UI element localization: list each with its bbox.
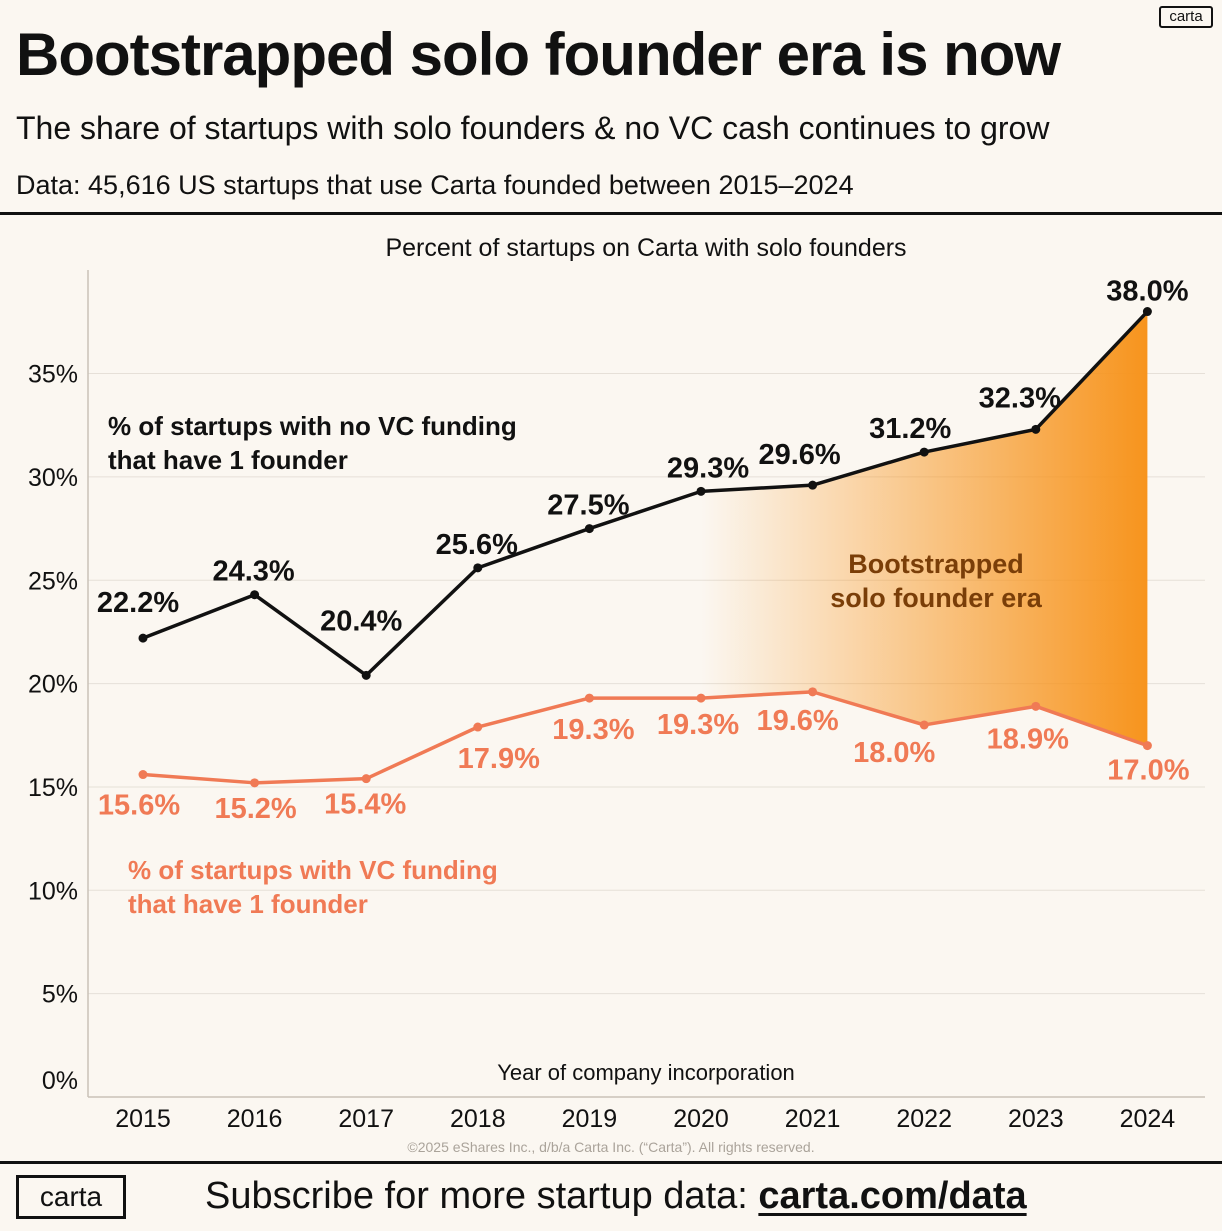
no-vc-series-name: % of startups with no VC funding bbox=[108, 411, 517, 441]
vc-data-label: 15.2% bbox=[214, 793, 296, 825]
vc-data-label: 17.0% bbox=[1107, 755, 1189, 787]
cta-text: Subscribe for more startup data: bbox=[205, 1175, 759, 1217]
no-vc-point bbox=[1031, 424, 1041, 434]
no-vc-data-label: 27.5% bbox=[547, 490, 629, 522]
vc-series-line bbox=[142, 690, 1148, 785]
no-vc-data-label: 38.0% bbox=[1106, 276, 1188, 308]
subscribe-cta: Subscribe for more startup data: carta.c… bbox=[205, 1175, 1027, 1218]
x-tick-label: 2019 bbox=[562, 1105, 618, 1133]
era-annotation: solo founder era bbox=[830, 583, 1043, 613]
no-vc-point bbox=[473, 563, 483, 573]
vc-series-name: that have 1 founder bbox=[128, 889, 368, 919]
vc-point bbox=[1142, 741, 1152, 751]
x-axis-label: Year of company incorporation bbox=[497, 1060, 795, 1085]
x-tick-label: 2017 bbox=[338, 1105, 394, 1133]
y-tick-label: 25% bbox=[28, 567, 78, 595]
copyright-notice: ©2025 eShares Inc., d/b/a Carta Inc. (“C… bbox=[407, 1139, 815, 1155]
vc-point bbox=[138, 770, 148, 780]
vc-data-label: 19.6% bbox=[756, 705, 838, 737]
vc-point bbox=[696, 693, 706, 703]
vc-data-label: 19.3% bbox=[552, 714, 634, 746]
no-vc-data-label: 20.4% bbox=[320, 605, 402, 637]
vc-point bbox=[250, 778, 260, 788]
x-tick-label: 2023 bbox=[1008, 1105, 1064, 1133]
vc-point bbox=[473, 722, 483, 732]
x-tick-label: 2022 bbox=[896, 1105, 952, 1133]
chart-title: Percent of startups on Carta with solo f… bbox=[385, 234, 906, 262]
no-vc-data-label: 24.3% bbox=[212, 556, 294, 588]
vc-data-label: 18.9% bbox=[987, 723, 1069, 755]
no-vc-point bbox=[808, 480, 818, 490]
x-tick-label: 2018 bbox=[450, 1105, 506, 1133]
y-tick-label: 0% bbox=[42, 1067, 78, 1095]
header-divider bbox=[0, 212, 1222, 215]
no-vc-point bbox=[138, 633, 148, 643]
no-vc-series-name: that have 1 founder bbox=[108, 445, 348, 475]
no-vc-series-line bbox=[142, 310, 1149, 678]
vc-series-name: % of startups with VC funding bbox=[128, 855, 498, 885]
no-vc-data-label: 25.6% bbox=[436, 529, 518, 561]
no-vc-data-label: 22.2% bbox=[97, 587, 179, 619]
vc-point bbox=[919, 720, 929, 730]
y-tick-label: 15% bbox=[28, 774, 78, 802]
x-tick-label: 2024 bbox=[1120, 1105, 1176, 1133]
vc-point bbox=[1031, 701, 1041, 711]
y-tick-label: 5% bbox=[42, 981, 78, 1009]
x-tick-label: 2015 bbox=[115, 1105, 171, 1133]
vc-data-label: 18.0% bbox=[853, 737, 935, 769]
no-vc-data-label: 32.3% bbox=[979, 382, 1061, 414]
cta-link[interactable]: carta.com/data bbox=[758, 1175, 1027, 1217]
vc-point bbox=[808, 687, 818, 697]
y-tick-label: 35% bbox=[28, 361, 78, 389]
x-tick-label: 2020 bbox=[673, 1105, 729, 1133]
era-annotation: Bootstrapped bbox=[848, 549, 1024, 579]
data-source-note: Data: 45,616 US startups that use Carta … bbox=[16, 170, 854, 200]
y-tick-label: 20% bbox=[28, 671, 78, 699]
no-vc-data-label: 29.6% bbox=[758, 439, 840, 471]
vc-data-label: 15.4% bbox=[324, 789, 406, 821]
footer-divider bbox=[0, 1161, 1222, 1164]
vc-point bbox=[361, 774, 371, 784]
no-vc-point bbox=[584, 524, 594, 534]
brand-badge: carta bbox=[1159, 6, 1213, 28]
no-vc-point bbox=[361, 670, 371, 680]
no-vc-point bbox=[250, 590, 260, 600]
x-tick-label: 2016 bbox=[227, 1105, 283, 1133]
page-title: Bootstrapped solo founder era is now bbox=[16, 21, 1061, 88]
carta-logo: carta bbox=[16, 1175, 126, 1219]
y-tick-label: 10% bbox=[28, 877, 78, 905]
vc-data-label: 15.6% bbox=[98, 790, 180, 822]
x-tick-label: 2021 bbox=[785, 1105, 841, 1133]
vc-point bbox=[584, 693, 594, 703]
no-vc-data-label: 29.3% bbox=[667, 452, 749, 484]
vc-data-label: 19.3% bbox=[657, 709, 739, 741]
vc-data-label: 17.9% bbox=[458, 743, 540, 775]
no-vc-point bbox=[1142, 307, 1152, 317]
era-shaded-area bbox=[701, 311, 1148, 746]
page-subtitle: The share of startups with solo founders… bbox=[16, 110, 1050, 146]
no-vc-point bbox=[919, 447, 929, 457]
no-vc-data-label: 31.2% bbox=[869, 413, 951, 445]
y-tick-label: 30% bbox=[28, 464, 78, 492]
no-vc-point bbox=[696, 486, 706, 496]
